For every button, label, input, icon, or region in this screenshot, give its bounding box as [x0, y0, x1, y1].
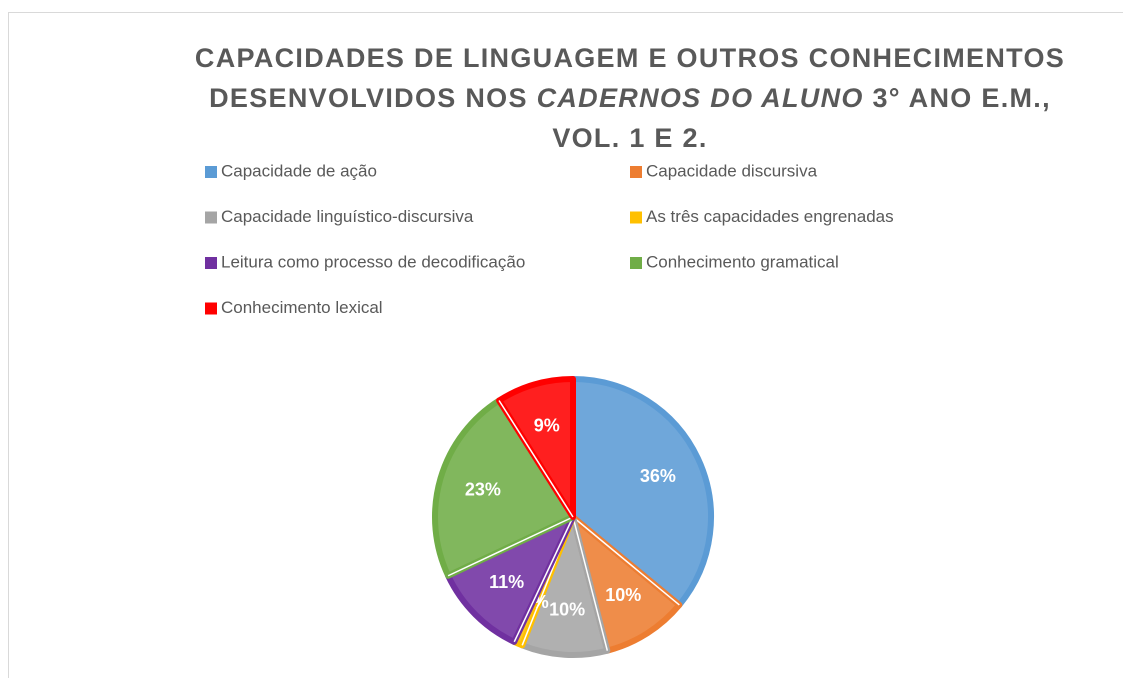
data-label: 36%: [640, 466, 676, 486]
slice-separator: [572, 516, 680, 606]
legend-swatch: [205, 211, 217, 224]
legend-swatch: [630, 257, 642, 269]
legend-label: Capacidade linguístico-discursiva: [221, 207, 474, 226]
data-label: 23%: [465, 480, 501, 500]
legend-label: Capacidade discursiva: [646, 161, 818, 180]
pie-slice: [570, 376, 714, 608]
chart-frame: [8, 12, 1123, 678]
pie-slice: [432, 397, 576, 579]
slice-separator: [447, 516, 574, 577]
title-part: 3° ANO E.M., VOL. 1 E 2.: [552, 83, 1051, 153]
legend-swatch: [630, 166, 642, 178]
data-label: 11%: [489, 572, 524, 592]
legend-swatch: [630, 211, 642, 224]
data-label: 9%: [534, 416, 560, 436]
chart-title: CAPACIDADES DE LINGUAGEM E OUTROS CONHEC…: [180, 38, 1080, 158]
legend-swatch: [205, 166, 217, 178]
slice-separator: [572, 516, 609, 651]
data-label: 10%: [549, 599, 585, 619]
legend-label: Conhecimento lexical: [221, 298, 383, 317]
title-part: CAPACIDADES DE LINGUAGEM E OUTROS CONHEC…: [194, 43, 1066, 113]
pie-slice: [445, 514, 576, 645]
slice-separator: [513, 516, 574, 643]
legend-swatch: [205, 302, 217, 315]
legend-swatch: [205, 257, 217, 269]
title-part: CADERNOS DO ALUNO: [536, 83, 864, 113]
data-label: 10%: [605, 585, 641, 605]
slice-separator: [498, 400, 574, 518]
legend-label: Capacidade de ação: [221, 161, 377, 180]
legend-label: As três capacidades engrenadas: [646, 207, 894, 226]
legend-label: Leitura como processo de decodificação: [221, 252, 525, 271]
legend-label: Conhecimento gramatical: [646, 252, 839, 271]
